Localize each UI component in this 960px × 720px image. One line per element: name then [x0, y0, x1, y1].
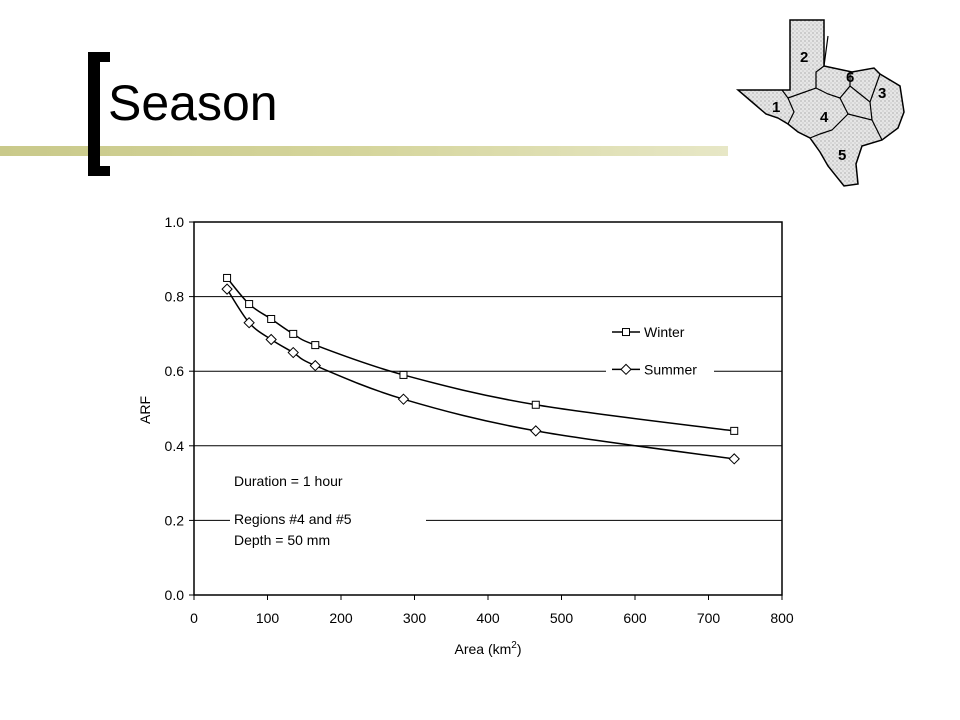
x-axis-label-close: ) — [517, 641, 522, 657]
y-tick-label: 1.0 — [165, 214, 185, 230]
region-label-3: 3 — [878, 85, 886, 102]
legend-label-summer: Summer — [644, 361, 697, 377]
x-tick-label: 800 — [770, 610, 794, 626]
title-underline-bar — [0, 146, 728, 156]
region-label-5: 5 — [838, 147, 846, 164]
series-summer — [221, 283, 740, 465]
data-point-winter — [245, 300, 254, 309]
annotation-text: Depth = 50 mm — [234, 532, 330, 548]
region-label-4: 4 — [820, 109, 829, 126]
x-axis-label-text: Area (km — [454, 641, 511, 657]
x-axis-label-sup: 2 — [511, 640, 517, 651]
title-bracket-bottom — [88, 166, 110, 176]
data-point-winter — [267, 314, 276, 323]
y-tick-label: 0.4 — [165, 438, 185, 454]
x-tick-label: 400 — [476, 610, 500, 626]
y-tick-label: 0.2 — [165, 512, 185, 528]
y-axis-label: ARF — [137, 396, 153, 424]
data-point-winter — [311, 341, 320, 350]
data-point-winter — [223, 273, 232, 282]
legend-marker-winter — [622, 328, 630, 337]
data-point-summer — [397, 393, 410, 405]
data-point-summer — [309, 359, 321, 372]
annotation-text: Duration = 1 hour — [234, 473, 343, 489]
region-borders — [781, 35, 883, 141]
x-tick-label: 200 — [329, 610, 353, 626]
title-bracket — [88, 52, 100, 176]
legend-bg-summer — [606, 359, 714, 380]
region-label-2: 2 — [800, 49, 808, 66]
region-label-6: 6 — [846, 69, 854, 86]
data-point-winter — [730, 426, 739, 435]
texas-regions-map: 2 6 3 1 4 5 — [735, 19, 905, 187]
annotation-text: Regions #4 and #5 — [234, 511, 352, 527]
x-tick-label: 300 — [403, 610, 427, 626]
region-label-1: 1 — [772, 99, 780, 116]
data-point-winter — [289, 329, 298, 338]
data-point-winter — [531, 400, 540, 409]
x-tick-label: 700 — [697, 610, 721, 626]
legend-marker-summer — [620, 363, 632, 376]
x-tick-label: 500 — [550, 610, 574, 626]
title-bracket-top — [88, 52, 110, 62]
x-tick-label: 0 — [190, 610, 198, 626]
data-point-summer — [265, 333, 277, 346]
y-tick-label: 0.0 — [165, 587, 185, 603]
data-point-summer — [243, 317, 255, 329]
legend-label-winter: Winter — [644, 324, 685, 340]
data-point-summer — [530, 425, 542, 437]
slide-title: Season — [108, 75, 278, 131]
data-point-summer — [221, 283, 233, 295]
legend-bg-winter — [606, 322, 714, 343]
x-tick-label: 100 — [256, 610, 280, 626]
data-point-summer — [728, 453, 740, 465]
data-point-summer — [287, 346, 299, 359]
series-winter — [223, 273, 739, 435]
x-axis-label: Area (km2) — [454, 640, 521, 657]
annotation-bg — [230, 508, 426, 548]
texas-outline — [735, 19, 905, 187]
data-point-winter — [399, 370, 408, 379]
y-tick-label: 0.6 — [165, 363, 185, 379]
x-tick-label: 600 — [623, 610, 647, 626]
y-tick-label: 0.8 — [165, 289, 185, 305]
